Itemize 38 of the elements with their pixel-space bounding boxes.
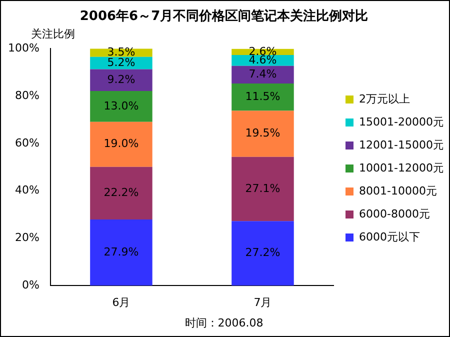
data-label: 19.5%: [245, 126, 280, 140]
data-label: 27.9%: [104, 245, 139, 258]
y-tick-label: 20%: [14, 231, 40, 244]
data-label: 22.2%: [104, 186, 139, 200]
bar: [232, 83, 294, 111]
y-tick-label: 80%: [14, 88, 40, 102]
legend-label: 12001-15000元: [359, 138, 444, 152]
legend-label: 10001-12000元: [359, 161, 444, 174]
legend-label: 2万元以上: [359, 92, 410, 106]
bar: [90, 219, 152, 286]
legend-label: 8001-10000元: [359, 184, 437, 198]
bar: [232, 221, 294, 286]
data-label: 19.0%: [104, 137, 139, 150]
x-tick-label: 7月: [254, 296, 272, 310]
x-tick-label: 6月: [112, 296, 130, 310]
data-label: 9.2%: [107, 72, 136, 86]
legend-label: 6000-8000元: [359, 207, 430, 220]
legend-label: 6000元以下: [359, 230, 420, 244]
data-label: 13.0%: [104, 99, 139, 112]
y-tick-label: 40%: [14, 184, 40, 197]
legend-label: 15001-20000元: [359, 115, 444, 128]
bar: [90, 166, 152, 220]
data-label: 27.1%: [245, 182, 280, 195]
y-tick-label: 60%: [14, 136, 40, 150]
y-tick-label: 100%: [8, 41, 40, 54]
bar: [90, 69, 152, 92]
text: 时间：2006.08: [184, 316, 264, 330]
bar: [90, 91, 152, 122]
y-axis-title: 关注比例: [31, 27, 75, 40]
y-tick-label: 0%: [22, 278, 40, 292]
chart-title: 2006年6～7月不同价格区间笔记本关注比例对比: [80, 8, 368, 24]
data-label: 11.5%: [245, 90, 280, 103]
bar: [232, 110, 294, 157]
bar: [232, 66, 294, 84]
bar: [90, 122, 152, 167]
data-label: 27.2%: [245, 246, 280, 260]
data-label: 7.4%: [248, 68, 277, 81]
bar: [232, 156, 294, 222]
